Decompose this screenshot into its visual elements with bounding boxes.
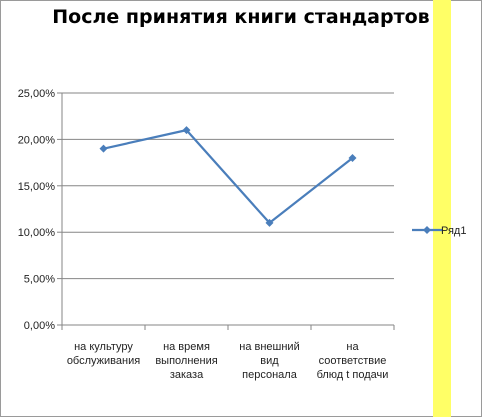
y-tick-label: 5,00% bbox=[24, 274, 55, 286]
y-tick-label: 20,00% bbox=[18, 134, 56, 146]
data-point bbox=[348, 153, 357, 162]
y-tick-label: 15,00% bbox=[18, 181, 56, 193]
x-tick-label: на соответствие блюд t подачи bbox=[317, 341, 389, 381]
legend-label: Ряд1 bbox=[441, 225, 466, 237]
y-tick-label: 0,00% bbox=[24, 320, 55, 332]
y-tick-label: 10,00% bbox=[18, 227, 56, 239]
x-tick-label: на внешний вид персонала bbox=[239, 341, 299, 381]
legend-marker bbox=[423, 226, 431, 234]
series-line bbox=[103, 129, 354, 225]
x-tick-label: на культуру обслуживания bbox=[67, 341, 140, 367]
data-point bbox=[99, 144, 108, 153]
yellow-stripe bbox=[433, 0, 451, 417]
data-point bbox=[265, 218, 274, 227]
data-point bbox=[182, 126, 191, 135]
y-tick-label: 25,00% bbox=[18, 88, 56, 100]
x-tick-label: на время выполнения заказа bbox=[155, 341, 217, 381]
chart-title: После принятия книги стандартов bbox=[52, 6, 430, 28]
